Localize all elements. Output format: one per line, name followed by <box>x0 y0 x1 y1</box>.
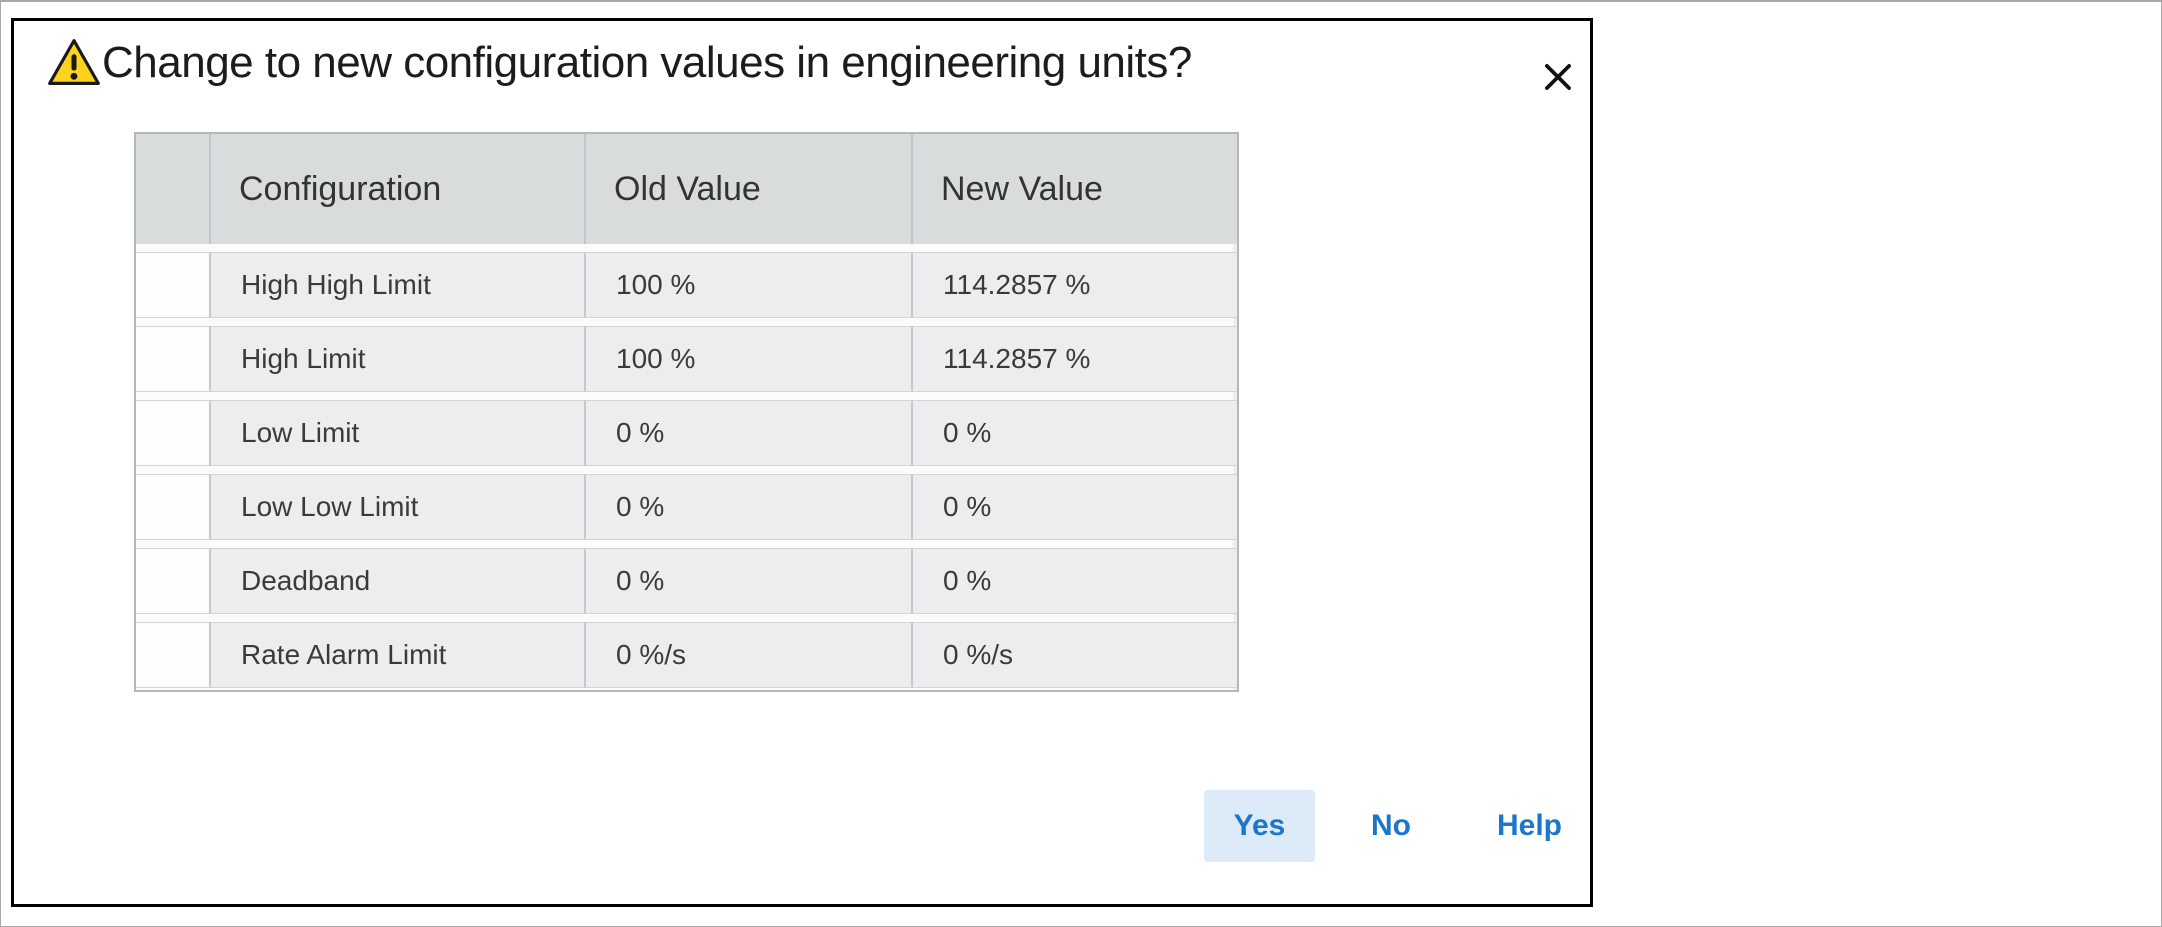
close-button[interactable] <box>1534 53 1582 101</box>
row-old-value-cell: 0 % <box>586 400 913 466</box>
table-row[interactable]: Rate Alarm Limit 0 %/s 0 %/s <box>136 622 1237 688</box>
row-old-value-cell: 0 % <box>586 548 913 614</box>
dialog-title: Change to new configuration values in en… <box>102 38 1192 87</box>
configuration-table: Configuration Old Value New Value High H… <box>134 132 1239 692</box>
row-selector-cell[interactable] <box>136 474 211 540</box>
row-old-value-cell: 0 % <box>586 474 913 540</box>
row-new-value-cell: 0 % <box>913 474 1237 540</box>
header-selector-cell <box>136 134 211 244</box>
row-configuration-cell: Low Low Limit <box>211 474 586 540</box>
row-selector-cell[interactable] <box>136 548 211 614</box>
row-new-value-cell: 0 % <box>913 548 1237 614</box>
row-old-value-cell: 0 %/s <box>586 622 913 688</box>
row-old-value-cell: 100 % <box>586 326 913 392</box>
row-old-value-cell: 100 % <box>586 252 913 318</box>
row-selector-cell[interactable] <box>136 622 211 688</box>
table-row[interactable]: Deadband 0 % 0 % <box>136 548 1237 614</box>
row-new-value-cell: 114.2857 % <box>913 326 1237 392</box>
table-row[interactable]: High High Limit 100 % 114.2857 % <box>136 252 1237 318</box>
row-selector-cell[interactable] <box>136 400 211 466</box>
configuration-change-dialog: Change to new configuration values in en… <box>11 18 1593 907</box>
row-configuration-cell: Low Limit <box>211 400 586 466</box>
no-button[interactable]: No <box>1370 809 1411 842</box>
row-configuration-cell: Deadband <box>211 548 586 614</box>
header-new-value-cell: New Value <box>941 169 1103 208</box>
table-row[interactable]: High Limit 100 % 114.2857 % <box>136 326 1237 392</box>
row-new-value-cell: 114.2857 % <box>913 252 1237 318</box>
table-body: High High Limit 100 % 114.2857 % High Li… <box>136 252 1237 688</box>
close-x-icon <box>1539 58 1577 96</box>
row-configuration-cell: High Limit <box>211 326 586 392</box>
yes-button[interactable]: Yes <box>1203 790 1315 862</box>
table-row[interactable]: Low Low Limit 0 % 0 % <box>136 474 1237 540</box>
row-new-value-cell: 0 % <box>913 400 1237 466</box>
header-old-value-cell: Old Value <box>586 134 913 244</box>
help-button[interactable]: Help <box>1496 809 1562 842</box>
row-configuration-cell: High High Limit <box>211 252 586 318</box>
row-configuration-cell: Rate Alarm Limit <box>211 622 586 688</box>
table-header-row: Configuration Old Value New Value <box>136 134 1237 244</box>
row-selector-cell[interactable] <box>136 326 211 392</box>
table-row[interactable]: Low Limit 0 % 0 % <box>136 400 1237 466</box>
row-new-value-cell: 0 %/s <box>913 622 1237 688</box>
row-selector-cell[interactable] <box>136 252 211 318</box>
header-configuration-cell: Configuration <box>211 134 586 244</box>
dialog-button-row: Yes No Help <box>1203 790 1562 862</box>
warning-triangle-icon <box>46 37 102 87</box>
